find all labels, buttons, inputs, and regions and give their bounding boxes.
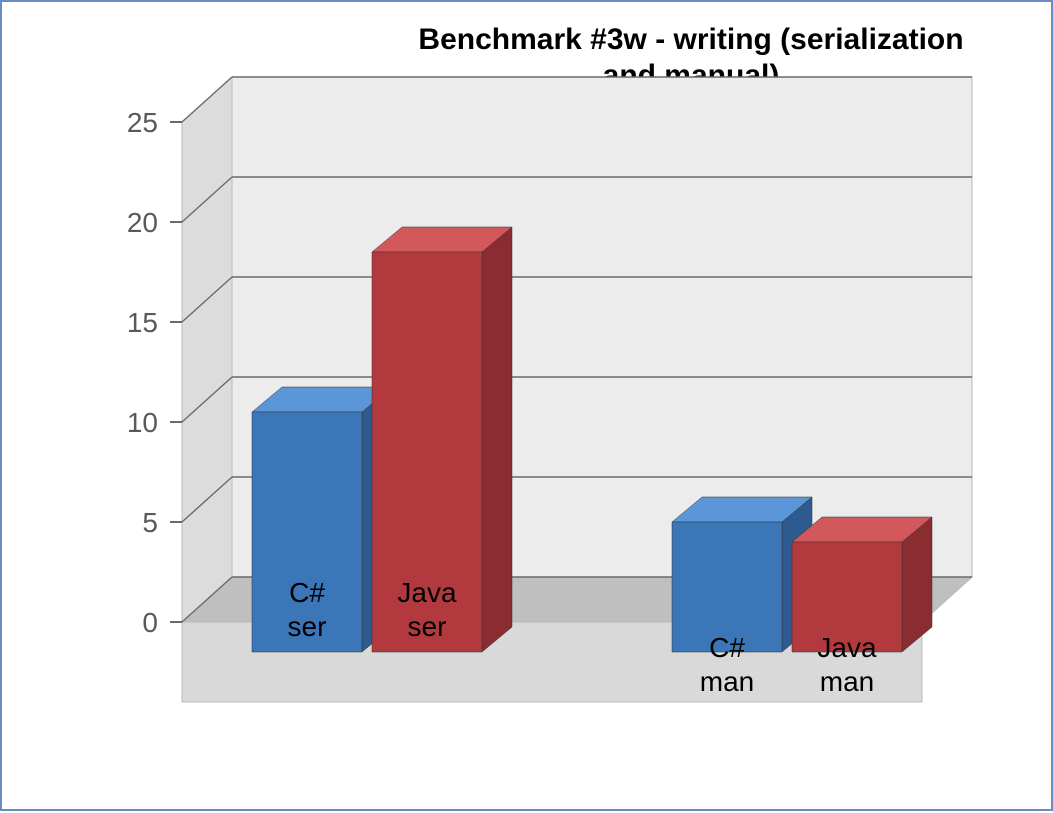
y-tick-label: 25	[127, 107, 158, 138]
chart-container: Benchmark #3w - writing (serialization a…	[0, 0, 1053, 811]
bar-label: Java	[817, 632, 877, 663]
chart-plot: 0510152025C#serJavaserC#manJavaman	[2, 2, 1053, 813]
y-tick-label: 5	[142, 507, 158, 538]
bar-label: man	[820, 666, 874, 697]
y-tick-label: 0	[142, 607, 158, 638]
bar-label: C#	[289, 577, 325, 608]
y-tick-label: 20	[127, 207, 158, 238]
bar-label: C#	[709, 632, 745, 663]
bar-label: Java	[397, 577, 457, 608]
bar-label: ser	[288, 611, 327, 642]
y-tick-label: 10	[127, 407, 158, 438]
y-tick-label: 15	[127, 307, 158, 338]
bar-label: man	[700, 666, 754, 697]
bar-label: ser	[408, 611, 447, 642]
